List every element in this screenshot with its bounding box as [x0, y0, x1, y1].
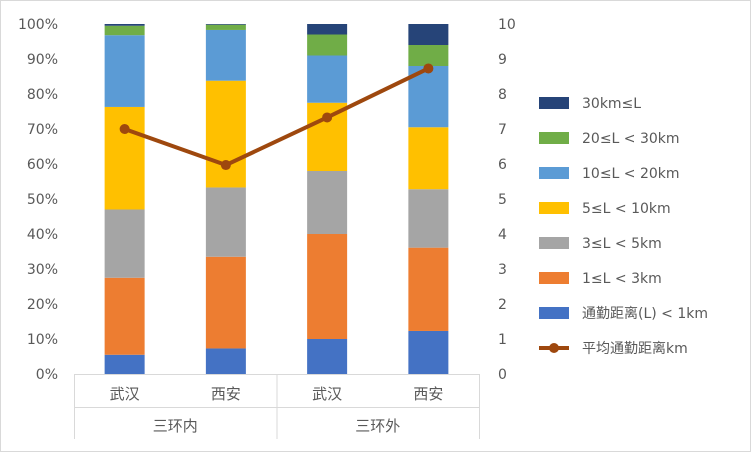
bar-segment-2-series-6: [205, 24, 246, 30]
bar-segment-3-series-6: [307, 34, 348, 56]
x-category-label: 西安: [413, 385, 443, 403]
bar-segment-3-series-3: [307, 171, 348, 234]
average-distance-point: [119, 124, 130, 134]
x-category-label: 西安: [211, 385, 241, 403]
bar-segment-4-series-3: [408, 189, 449, 248]
bar-segment-1-series-2: [104, 277, 145, 355]
y-left-tick-label: 30%: [27, 262, 58, 278]
x-category-label: 武汉: [312, 385, 342, 403]
y-left-tick-label: 90%: [27, 52, 58, 68]
group-label: 三环外: [355, 417, 400, 435]
bar-segment-1-series-6: [104, 25, 145, 36]
line-layer: [119, 63, 434, 171]
legend-swatch: [539, 237, 569, 249]
average-distance-line: [123, 66, 430, 168]
y-left-tick-label: 70%: [27, 122, 58, 138]
bar-segment-1-series-3: [104, 209, 145, 278]
bar-segment-1-series-1: [104, 354, 145, 374]
y-right-tick-label: 9: [498, 52, 507, 68]
bar-segment-4-series-2: [408, 247, 449, 331]
y-left-tick-label: 20%: [27, 297, 58, 313]
legend: 30km≤L 20≤L < 30km 10≤L < 20km 5≤L < 10km 3≤…: [539, 96, 708, 357]
bar-segment-2-series-2: [205, 256, 246, 349]
y-left-tick-label: 50%: [27, 192, 58, 208]
legend-line-marker: [549, 343, 559, 353]
bar-segment-2-series-3: [205, 187, 246, 257]
y-right-tick-label: 4: [498, 227, 507, 243]
y-left-tick-label: 10%: [27, 332, 58, 348]
legend-label: 20≤L < 30km: [582, 131, 680, 147]
y-right-tick-label: 7: [498, 122, 507, 138]
bar-segment-4-series-4: [408, 127, 449, 190]
y-right-tick-label: 5: [498, 192, 507, 208]
y-right-tick-label: 8: [498, 87, 507, 103]
y-left-tick-label: 60%: [27, 157, 58, 173]
legend-swatch: [539, 202, 569, 214]
y-right-tick-label: 10: [498, 17, 516, 33]
bar-segment-2-series-7: [205, 24, 246, 25]
bar-segment-4-series-7: [408, 24, 449, 45]
bar-segment-2-series-1: [205, 348, 246, 374]
legend-label: 5≤L < 10km: [582, 201, 671, 217]
legend-swatch: [539, 167, 569, 179]
bar-segment-4-series-1: [408, 330, 449, 374]
bar-segment-4-series-6: [408, 45, 449, 66]
legend-swatch: [539, 132, 569, 144]
legend-swatch: [539, 272, 569, 284]
y-right-tick-label: 2: [498, 297, 507, 313]
y-right-tick-label: 3: [498, 262, 507, 278]
average-distance-point: [423, 63, 434, 74]
bar-segment-1-series-7: [104, 24, 145, 26]
bar-segment-1-series-4: [104, 106, 145, 210]
bar-segment-2-series-5: [205, 29, 246, 81]
axes-layer: 0% 10% 20% 30% 40% 50% 60% 70% 80% 90% 100% 0 1 2 3 4 5 6…: [18, 17, 516, 439]
bar-segment-3-series-5: [307, 55, 348, 103]
legend-label: 1≤L < 3km: [582, 271, 662, 287]
y-right-tick-label: 1: [498, 332, 507, 348]
legend-swatch: [539, 307, 569, 319]
group-label: 三环内: [153, 417, 198, 435]
average-distance-point: [220, 160, 231, 171]
bar-segment-1-series-5: [104, 35, 145, 107]
y-left-tick-label: 80%: [27, 87, 58, 103]
bar-segment-3-series-1: [307, 339, 348, 374]
legend-label: 3≤L < 5km: [582, 236, 662, 252]
legend-label: 30km≤L: [582, 96, 641, 112]
legend-label: 10≤L < 20km: [582, 166, 680, 182]
y-right-tick-label: 0: [498, 367, 507, 383]
x-category-label: 武汉: [110, 385, 140, 403]
bar-segment-3-series-2: [307, 234, 348, 339]
y-left-tick-label: 0%: [36, 367, 58, 383]
average-distance-point: [322, 112, 333, 123]
bar-segment-2-series-4: [205, 80, 246, 188]
bars-layer: [104, 24, 449, 374]
legend-label: 通勤距离(L) < 1km: [582, 305, 708, 322]
y-left-tick-label: 40%: [27, 227, 58, 243]
y-left-tick-label: 100%: [18, 17, 58, 33]
legend-label: 平均通勤距离km: [582, 340, 688, 357]
legend-swatch: [539, 97, 569, 109]
y-right-tick-label: 6: [498, 157, 507, 173]
bar-segment-3-series-7: [307, 24, 348, 35]
